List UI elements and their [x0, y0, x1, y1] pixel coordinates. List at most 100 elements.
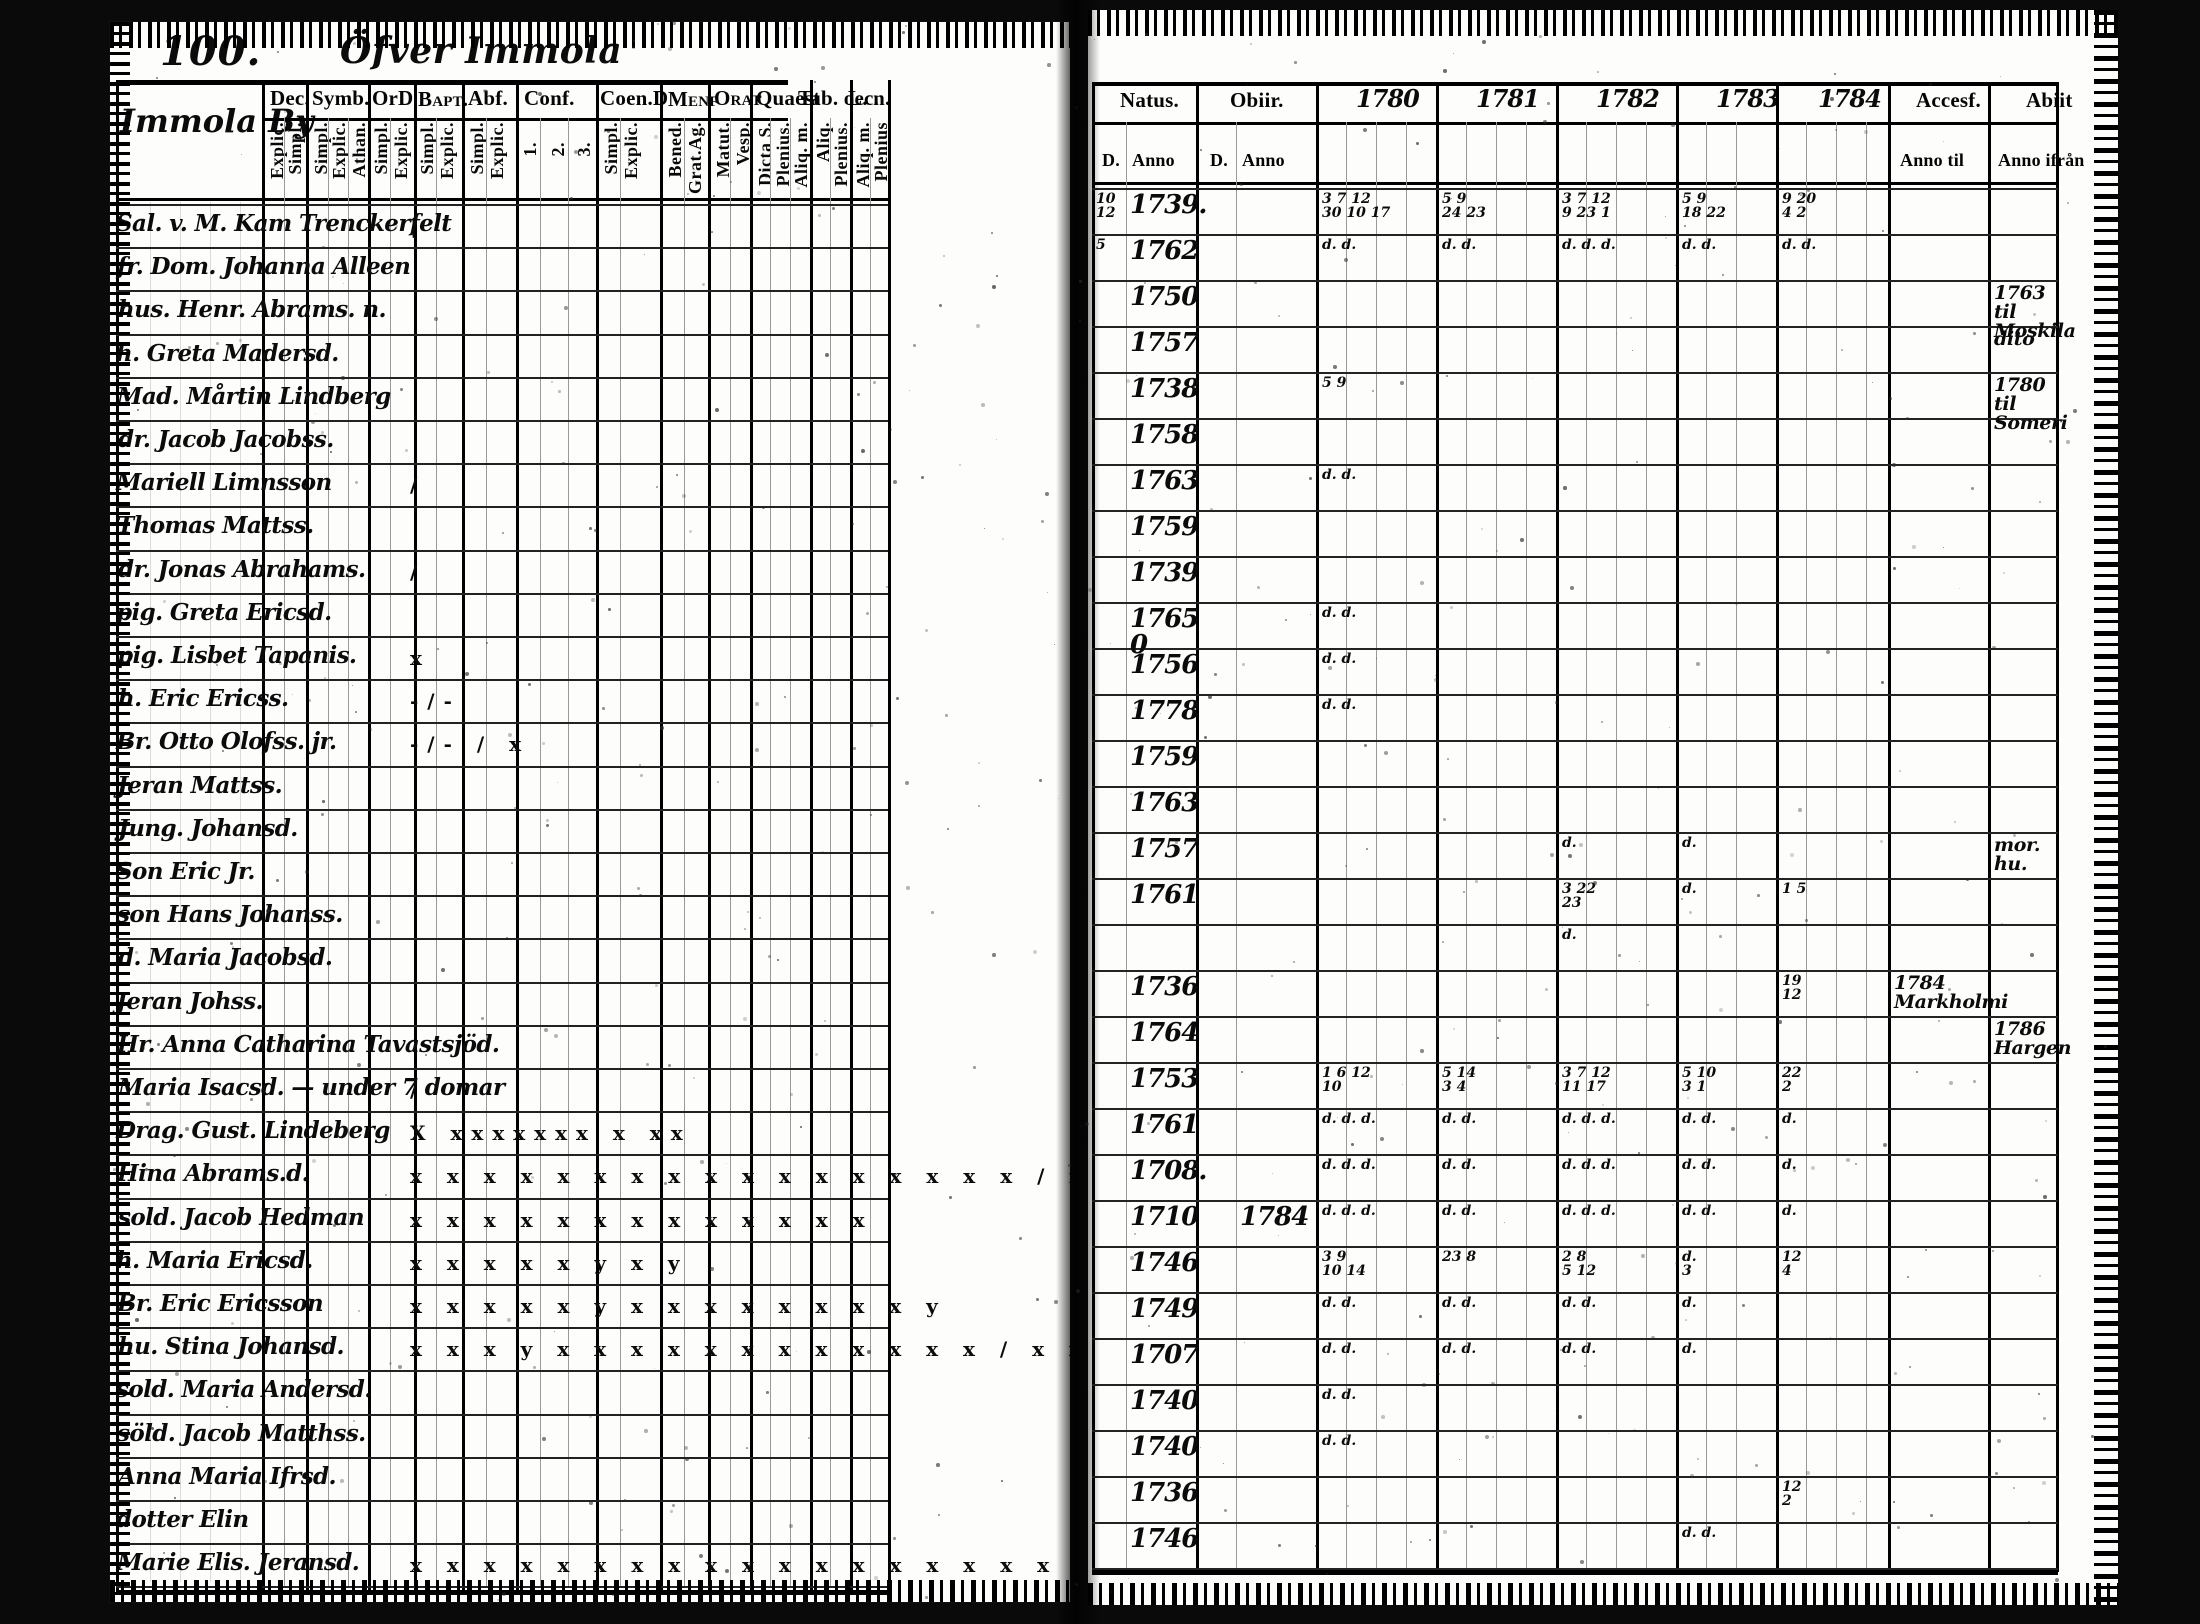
scan-speckle [292, 694, 294, 696]
scan-speckle [333, 1224, 336, 1227]
scan-speckle [1616, 333, 1618, 335]
scan-speckle [654, 1368, 656, 1370]
scan-speckle [1690, 1474, 1694, 1478]
scan-speckle [142, 1047, 145, 1050]
scan-speckle [784, 696, 786, 698]
rp-subcol-rule-6 [1496, 122, 1497, 1572]
cell-natus-year: 1736 [1130, 972, 1199, 1002]
scan-speckle [315, 413, 317, 415]
right-page: Natus. Obiir. 1780 1781 1782 1783 1784 A… [1088, 10, 2118, 1605]
attendance-marks: X xxxxxxx x xx [410, 1121, 692, 1146]
scan-speckle [1651, 1336, 1655, 1340]
scan-speckle [1697, 1458, 1699, 1460]
scan-speckle [1041, 520, 1044, 523]
scan-speckle [1047, 592, 1049, 594]
scan-speckle [1470, 1525, 1474, 1529]
scan-speckle [425, 1054, 428, 1057]
cell-year-1784: 12 2 [1782, 1479, 1802, 1509]
scan-speckle [1757, 894, 1760, 897]
scan-speckle [1593, 881, 1597, 885]
scan-speckle [1639, 961, 1641, 963]
scan-speckle [1047, 63, 1051, 67]
cell-abiit: 1786 Hargen [1994, 1018, 2072, 1059]
scan-speckle [1214, 673, 1217, 676]
name-entry: dr. Jonas Abrahams. [118, 555, 366, 583]
scan-speckle [1789, 1206, 1791, 1208]
cell-year-1781: d. d. [1442, 1295, 1477, 1311]
cell-natus-year: 1746 [1130, 1524, 1199, 1554]
scan-speckle [389, 1362, 392, 1365]
subcol-ord-explic: Explic. [390, 122, 411, 180]
scan-speckle [905, 25, 908, 28]
cell-year-1783: d. d. [1682, 237, 1717, 253]
scan-speckle [182, 351, 184, 353]
subcol-quaest-aliq: Aliq. m. [790, 122, 811, 188]
scan-speckle [921, 476, 924, 479]
cell-abiit: mor. hu. [1994, 834, 2041, 875]
scan-speckle [1463, 891, 1465, 893]
scan-speckle [1830, 1337, 1832, 1339]
scan-speckle [2028, 1521, 2030, 1523]
scan-speckle [1482, 40, 1486, 44]
scan-speckle [637, 809, 639, 811]
name-entry: Maria Isacsd. — under 7 domar [118, 1074, 505, 1101]
scan-speckle [2091, 1435, 2094, 1438]
scan-speckle [312, 1159, 316, 1163]
scan-speckle [1527, 1065, 1531, 1069]
scan-speckle [1497, 1037, 1499, 1039]
cell-accessit: 1784 Markholmi [1894, 972, 2008, 1013]
rp-col-year-1784: 1784 [1818, 84, 1882, 113]
scan-speckle [1916, 1071, 1918, 1073]
scan-speckle [699, 1554, 703, 1558]
cell-year-1781: d. d. [1442, 1341, 1477, 1357]
rp-row-rule-30 [1092, 1568, 2058, 1570]
lp-row-rule-23 [116, 1197, 888, 1200]
name-entry: d. Maria Jacobsd. [118, 944, 333, 972]
scan-speckle [376, 920, 380, 924]
rp-subcol-rule-7 [1526, 122, 1527, 1572]
scan-speckle [637, 887, 640, 890]
scan-speckle [1170, 670, 1172, 672]
scan-speckle [906, 886, 910, 890]
scan-speckle [227, 998, 230, 1001]
rp-edge-right [2094, 10, 2118, 1605]
scan-speckle [1560, 1349, 1562, 1351]
scan-speckle [311, 420, 316, 425]
scan-speckle [621, 1529, 623, 1531]
scan-speckle [2039, 1275, 2042, 1278]
scan-speckle [1665, 237, 1667, 239]
cell-natus-year: 1757 [1130, 328, 1199, 358]
scan-speckle [1036, 1298, 1039, 1301]
scan-speckle [1722, 274, 1724, 276]
cell-natus-day: 5 [1096, 237, 1106, 253]
scan-speckle [2066, 440, 2070, 444]
scan-speckle [1584, 1365, 1587, 1368]
scan-speckle [1852, 1512, 1855, 1515]
scan-speckle [2043, 1195, 2047, 1199]
scan-speckle [1001, 1480, 1003, 1482]
scan-speckle [1830, 97, 1834, 101]
rp-sub-natus-anno: Anno [1132, 150, 1175, 170]
col-group-mens: Menf [668, 87, 719, 111]
attendance-marks: x x x x x y x x x x x x x x y [410, 1294, 947, 1318]
lp-col-rule-1 [262, 80, 265, 1590]
scan-speckle [1309, 477, 1312, 480]
lp-col-rule-2 [306, 80, 309, 1590]
scan-speckle [1633, 1429, 1637, 1433]
parish-name-handwritten: Immola By [120, 102, 314, 140]
cell-natus-year: 1761 [1130, 880, 1199, 910]
scan-speckle [1422, 1383, 1426, 1387]
col-group-conf: Conf. [524, 86, 575, 110]
scan-speckle [1555, 701, 1558, 704]
scan-speckle [702, 283, 706, 287]
scan-speckle [434, 317, 438, 321]
lp-guide-rule-2 [210, 202, 211, 1582]
scan-speckle [1420, 581, 1424, 585]
scan-speckle [832, 207, 836, 211]
scan-speckle [1632, 350, 1634, 352]
rp-row-rule-16 [1092, 924, 2058, 926]
scan-speckle [1134, 1233, 1137, 1236]
scan-speckle [654, 135, 658, 139]
scan-speckle [502, 1592, 506, 1596]
scan-speckle [1054, 1300, 1058, 1304]
